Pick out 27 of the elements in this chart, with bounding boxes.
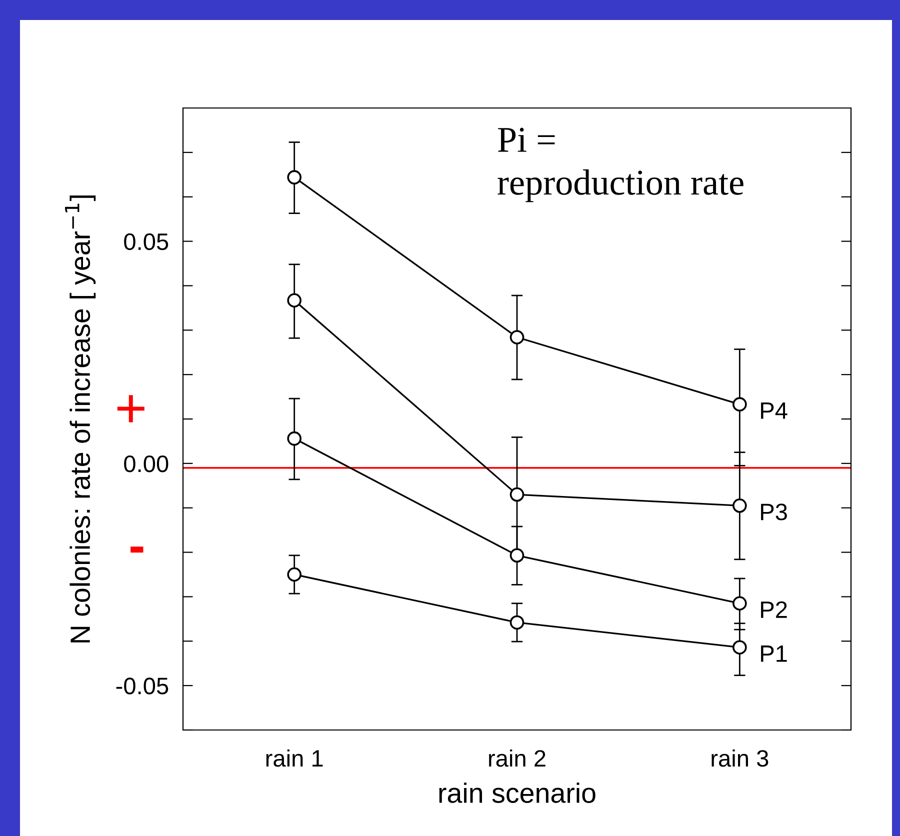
point <box>732 397 747 412</box>
text: + <box>117 395 144 422</box>
x-tick-label: rain 2 <box>489 749 546 767</box>
legend-label: P2 <box>761 601 787 618</box>
point <box>287 431 302 446</box>
y-tick-label: 0.05 <box>124 233 168 250</box>
point <box>732 640 747 655</box>
y-tick-label: -0.05 <box>116 678 168 694</box>
point <box>510 487 524 502</box>
legend-label: P4 <box>761 402 788 419</box>
point <box>287 293 302 308</box>
point <box>732 498 747 513</box>
text: - <box>130 546 144 553</box>
x-axis-title: rain scenario <box>439 782 596 803</box>
annotation: Pi = reproduction rate <box>498 128 744 202</box>
point <box>287 170 302 184</box>
x-tick-label: rain 1 <box>266 749 323 767</box>
x-tick-label: rain 3 <box>712 749 768 767</box>
point <box>510 330 524 344</box>
y-tick-label: 0.00 <box>124 455 168 472</box>
y-axis-title: N colonies: rate of increase [ year$^{−1}$] <box>65 195 96 642</box>
point <box>287 567 302 582</box>
legend-label: P3 <box>761 504 787 520</box>
legend-label: P1 <box>761 646 787 662</box>
point <box>732 596 747 611</box>
point <box>510 548 524 563</box>
point <box>510 615 524 630</box>
